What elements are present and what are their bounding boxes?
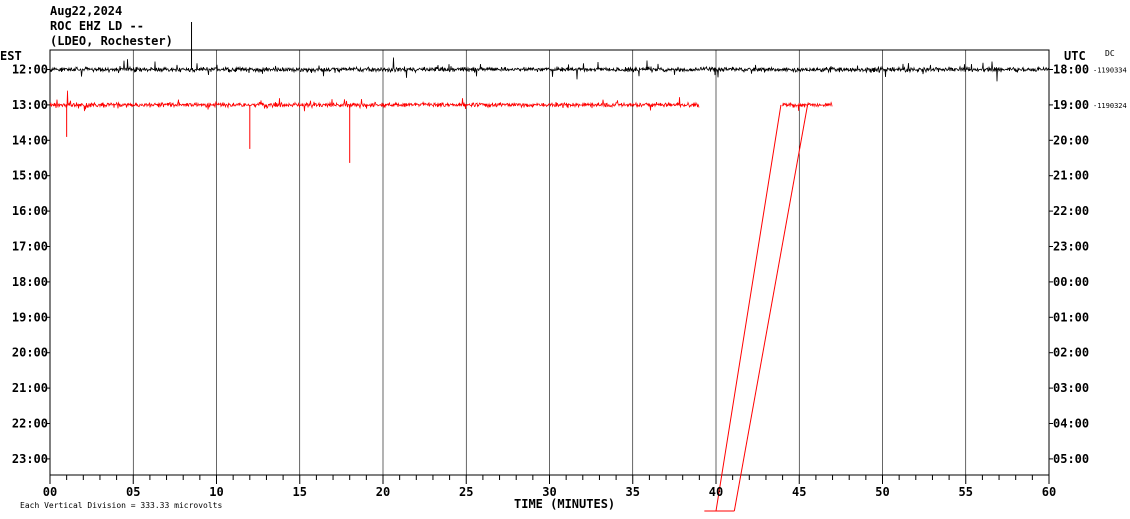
row-label-est: 14:00: [12, 133, 48, 147]
row-label-utc: 00:00: [1053, 275, 1089, 289]
x-tick-label: 10: [209, 485, 223, 499]
row-label-est: 18:00: [12, 275, 48, 289]
header-station: ROC EHZ LD --: [50, 19, 144, 33]
x-tick-label: 60: [1042, 485, 1056, 499]
red-sweep-line: [733, 104, 809, 512]
row-label-est: 16:00: [12, 204, 48, 218]
row-label-utc: 04:00: [1053, 417, 1089, 431]
row-label-est: 21:00: [12, 381, 48, 395]
left-axis-label: EST: [0, 49, 22, 63]
x-tick-label: 05: [126, 485, 140, 499]
chart-labels: 00 05 10 15 20 25 30 35 40 45 50 55 60 12:00 13:00 14:0…: [12, 63, 1127, 500]
row-label-utc: 21:00: [1053, 169, 1089, 183]
x-tick-label: 00: [43, 485, 57, 499]
row-label-est: 13:00: [12, 98, 48, 112]
dc-label: DC: [1105, 49, 1115, 58]
header-date: Aug22,2024: [50, 4, 123, 18]
row-label-utc: 22:00: [1053, 204, 1089, 218]
x-tick-label: 55: [959, 485, 973, 499]
row-label-utc: 03:00: [1053, 381, 1089, 395]
dc-value-label: -1190324: [1093, 102, 1127, 110]
chart-traces: [49, 22, 1049, 512]
trace-line-row-0: [49, 57, 1049, 82]
row-label-utc: 05:00: [1053, 452, 1089, 466]
row-label-est: 23:00: [12, 452, 48, 466]
row-label-utc: 23:00: [1053, 240, 1089, 254]
row-label-est: 20:00: [12, 346, 48, 360]
x-tick-label: 20: [376, 485, 390, 499]
row-label-est: 19:00: [12, 310, 48, 324]
red-sweep-line: [715, 104, 782, 512]
x-tick-label: 35: [626, 485, 640, 499]
x-tick-label: 30: [542, 485, 556, 499]
right-axis-label: UTC: [1064, 49, 1086, 63]
row-label-est: 17:00: [12, 240, 48, 254]
row-label-est: 12:00: [12, 63, 48, 77]
row-label-utc: 19:00: [1053, 98, 1089, 112]
header-network: (LDEO, Rochester): [50, 34, 173, 48]
chart-header: Aug22,2024 ROC EHZ LD -- (LDEO, Rocheste…: [50, 4, 173, 49]
x-tick-label: 45: [792, 485, 806, 499]
x-tick-label: 25: [459, 485, 473, 499]
x-tick-label: 40: [709, 485, 723, 499]
row-label-utc: 01:00: [1053, 310, 1089, 324]
row-label-est: 15:00: [12, 169, 48, 183]
row-label-utc: 02:00: [1053, 346, 1089, 360]
trace-line-row-1: [49, 90, 700, 112]
row-label-est: 22:00: [12, 417, 48, 431]
row-label-utc: 20:00: [1053, 133, 1089, 147]
x-tick-label: 50: [875, 485, 889, 499]
x-axis-label: TIME (MINUTES): [514, 497, 616, 511]
dc-value-label: -1190334: [1093, 67, 1127, 75]
x-tick-label: 15: [293, 485, 307, 499]
chart-grid: [46, 49, 1053, 484]
row-label-utc: 18:00: [1053, 63, 1089, 77]
footer-scale-note: Each Vertical Division = 333.33 microvol…: [20, 501, 223, 510]
